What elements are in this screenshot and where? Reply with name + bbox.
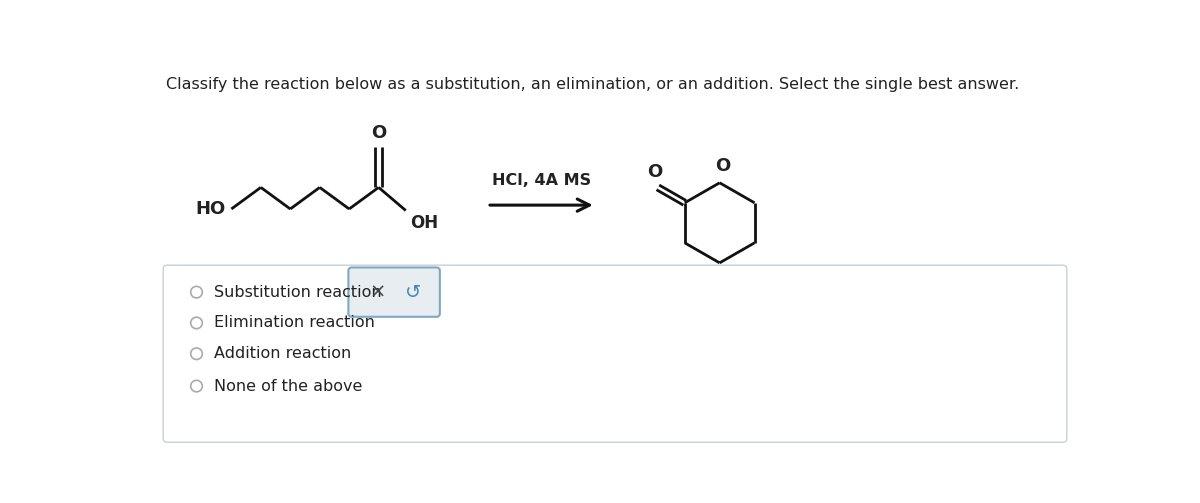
Text: None of the above: None of the above [214,379,362,393]
Text: OH: OH [410,214,438,231]
Text: O: O [715,157,731,175]
Text: Elimination reaction: Elimination reaction [214,315,374,330]
Text: ×: × [368,283,385,302]
Text: Classify the reaction below as a substitution, an elimination, or an addition. S: Classify the reaction below as a substit… [166,76,1019,92]
FancyBboxPatch shape [163,265,1067,442]
FancyBboxPatch shape [348,268,440,317]
Text: O: O [647,163,662,181]
Text: ↺: ↺ [404,283,421,302]
Text: O: O [371,124,386,142]
Text: HO: HO [194,200,226,218]
Text: Substitution reaction: Substitution reaction [214,285,382,300]
Text: Addition reaction: Addition reaction [214,346,350,361]
Text: HCl, 4A MS: HCl, 4A MS [492,173,590,188]
